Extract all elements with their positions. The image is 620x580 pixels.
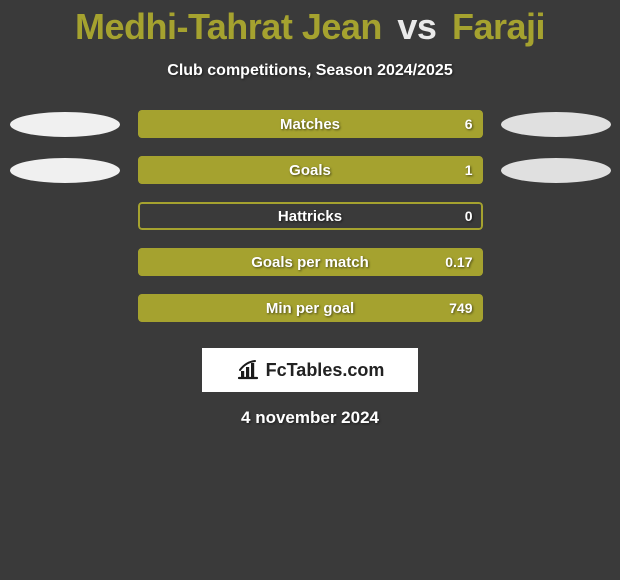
player1-name: Medhi-Tahrat Jean bbox=[75, 6, 382, 47]
stat-row: Goals1 bbox=[0, 156, 620, 184]
bars-icon bbox=[236, 358, 260, 382]
stat-value: 0 bbox=[465, 202, 473, 230]
right-ellipse-icon bbox=[501, 158, 611, 183]
stat-value: 1 bbox=[465, 156, 473, 184]
stat-label: Hattricks bbox=[138, 202, 483, 230]
subtitle: Club competitions, Season 2024/2025 bbox=[167, 62, 452, 80]
player2-name: Faraji bbox=[452, 6, 545, 47]
footer-date: 4 november 2024 bbox=[241, 408, 379, 428]
stat-row: Min per goal749 bbox=[0, 294, 620, 322]
vs-label: vs bbox=[397, 6, 436, 47]
stat-bar: Hattricks0 bbox=[138, 202, 483, 230]
right-ellipse-placeholder bbox=[501, 296, 611, 321]
stat-row: Hattricks0 bbox=[0, 202, 620, 230]
page-title: Medhi-Tahrat Jean vs Faraji bbox=[75, 6, 545, 48]
right-ellipse-icon bbox=[501, 112, 611, 137]
stat-value: 0.17 bbox=[445, 248, 472, 276]
brand-text: FcTables.com bbox=[266, 360, 385, 381]
stat-bar: Goals1 bbox=[138, 156, 483, 184]
left-ellipse-icon bbox=[10, 158, 120, 183]
comparison-card: Medhi-Tahrat Jean vs Faraji Club competi… bbox=[0, 0, 620, 580]
stat-label: Min per goal bbox=[138, 294, 483, 322]
stat-bar: Goals per match0.17 bbox=[138, 248, 483, 276]
stat-row: Matches6 bbox=[0, 110, 620, 138]
stat-bar: Matches6 bbox=[138, 110, 483, 138]
right-ellipse-placeholder bbox=[501, 204, 611, 229]
stat-label: Goals bbox=[138, 156, 483, 184]
stat-value: 749 bbox=[449, 294, 472, 322]
stat-row: Goals per match0.17 bbox=[0, 248, 620, 276]
left-ellipse-placeholder bbox=[10, 296, 120, 321]
left-ellipse-placeholder bbox=[10, 250, 120, 275]
left-ellipse-placeholder bbox=[10, 204, 120, 229]
stat-value: 6 bbox=[465, 110, 473, 138]
stat-label: Matches bbox=[138, 110, 483, 138]
stat-label: Goals per match bbox=[138, 248, 483, 276]
stat-bar: Min per goal749 bbox=[138, 294, 483, 322]
left-ellipse-icon bbox=[10, 112, 120, 137]
brand-badge[interactable]: FcTables.com bbox=[202, 348, 418, 392]
right-ellipse-placeholder bbox=[501, 250, 611, 275]
stat-rows: Matches6Goals1Hattricks0Goals per match0… bbox=[0, 110, 620, 322]
